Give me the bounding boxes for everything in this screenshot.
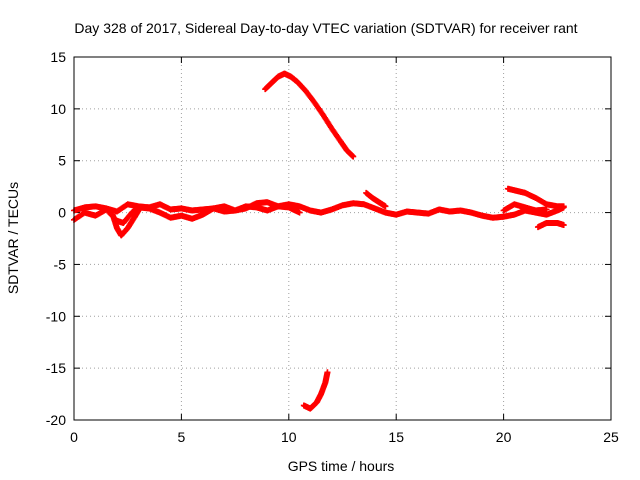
data-series bbox=[71, 70, 567, 412]
plot-frame bbox=[73, 56, 612, 421]
chart-title: Day 328 of 2017, Sidereal Day-to-day VTE… bbox=[74, 20, 577, 36]
data-point bbox=[382, 203, 389, 210]
x-axis-label: GPS time / hours bbox=[288, 458, 395, 474]
grid bbox=[74, 57, 611, 420]
series-arc-dip bbox=[109, 207, 142, 239]
series-arc-late-low bbox=[534, 219, 567, 231]
series-arc-late-high bbox=[504, 185, 567, 210]
x-tick-label: 15 bbox=[388, 429, 404, 445]
data-point bbox=[324, 369, 331, 376]
ticks: 0 5 10 15 20 25 -20 -15 -10 -5 0 5 10 15 bbox=[46, 49, 619, 445]
x-tick-label: 5 bbox=[178, 429, 186, 445]
data-point bbox=[296, 209, 303, 216]
x-tick-label: 0 bbox=[70, 429, 78, 445]
y-tick-label: -5 bbox=[54, 256, 67, 272]
y-tick-label: -20 bbox=[46, 412, 66, 428]
series-arc-main-2 bbox=[71, 203, 303, 226]
data-point bbox=[135, 207, 142, 214]
x-tick-label: 10 bbox=[281, 429, 297, 445]
data-point bbox=[560, 203, 567, 210]
y-tick-label: 10 bbox=[50, 101, 66, 117]
y-tick-label: 5 bbox=[58, 153, 66, 169]
series-arc-late-mid bbox=[500, 201, 550, 214]
series-arc-low bbox=[300, 369, 331, 412]
y-tick-label: -10 bbox=[46, 308, 66, 324]
x-tick-label: 25 bbox=[603, 429, 619, 445]
y-axis-label: SDTVAR / TECUs bbox=[5, 182, 21, 294]
data-point bbox=[350, 153, 357, 160]
y-tick-label: 15 bbox=[50, 49, 66, 65]
series-arc-high bbox=[262, 70, 357, 160]
x-tick-label: 20 bbox=[496, 429, 512, 445]
data-point bbox=[560, 222, 567, 229]
series-arc-spike-14 bbox=[363, 189, 389, 210]
y-tick-label: 0 bbox=[58, 205, 66, 221]
y-tick-label: -15 bbox=[46, 360, 66, 376]
data-point bbox=[543, 206, 550, 213]
